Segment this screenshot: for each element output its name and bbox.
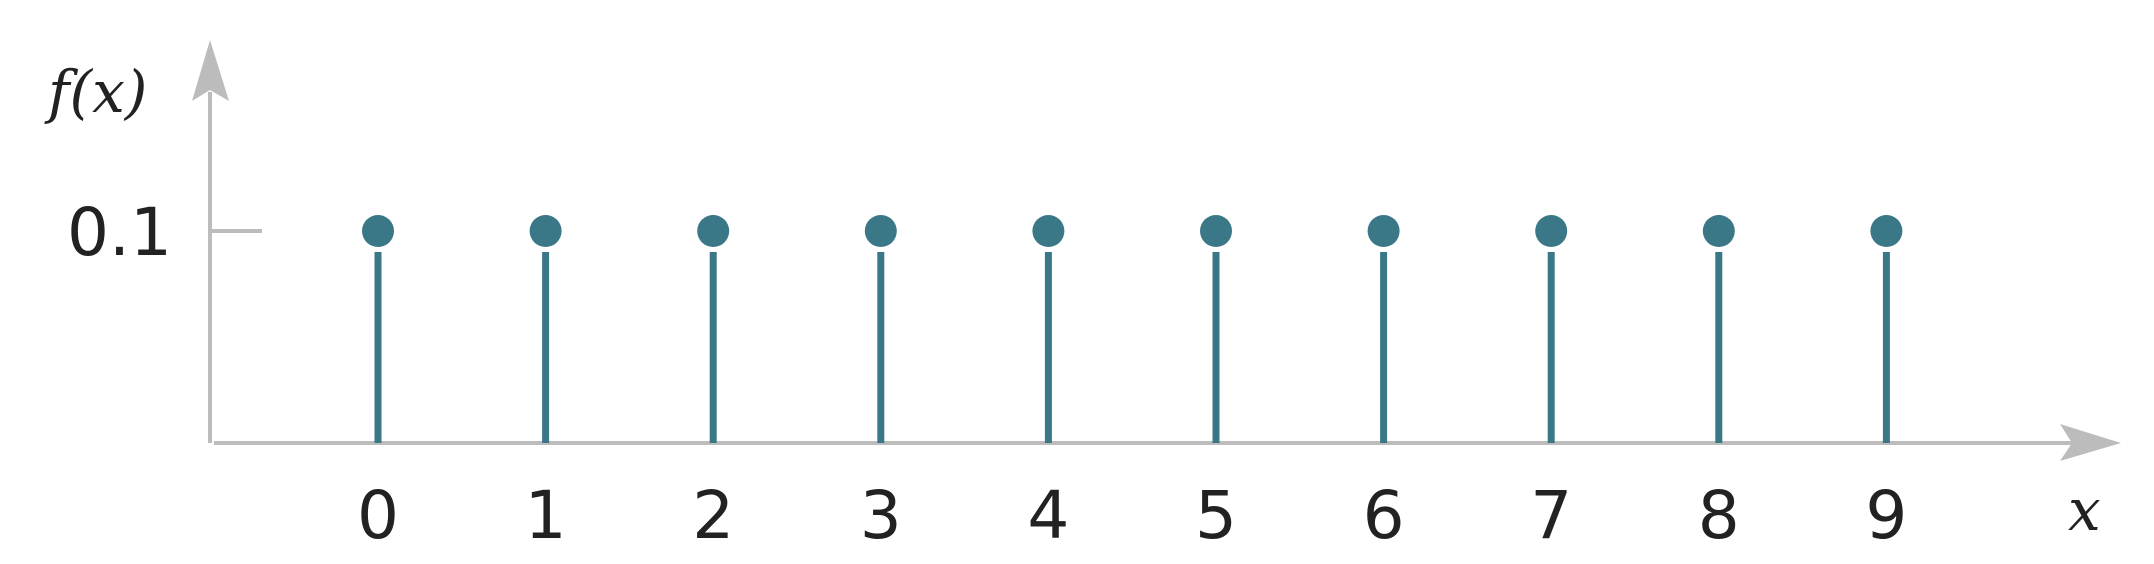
stem-marker (362, 215, 394, 247)
x-tick-label: 0 (357, 477, 399, 554)
x-tick-label: 3 (860, 477, 902, 554)
stem-marker (1535, 215, 1568, 247)
stem-marker (529, 215, 562, 247)
y-axis-title: f(x) (44, 58, 147, 126)
stem-marker (697, 215, 730, 247)
x-tick-label: 8 (1698, 477, 1740, 554)
x-tick-label: 2 (692, 477, 734, 554)
x-tick-label: 6 (1363, 477, 1405, 554)
x-tick-label: 1 (525, 477, 567, 554)
x-axis-arrowhead (2060, 424, 2121, 461)
x-tick-label: 7 (1530, 477, 1572, 554)
x-axis-title: x (2068, 476, 2101, 544)
x-tick-labels: 0 1 2 3 4 5 6 7 8 9 (357, 477, 1907, 554)
stem-marker (1702, 215, 1735, 247)
stem-marker (1032, 215, 1065, 247)
stem-marker (864, 215, 897, 247)
y-axis-arrowhead (192, 40, 229, 101)
stem-marker (1200, 215, 1232, 247)
stem-marker (1870, 215, 1903, 247)
axes: f(x) x (44, 40, 2121, 544)
y-ticks: 0.1 (67, 194, 262, 271)
x-tick-label: 5 (1195, 477, 1237, 554)
x-tick-label: 4 (1027, 477, 1069, 554)
stem-marks (362, 215, 1903, 443)
stem-marker (1367, 215, 1400, 247)
x-tick-label: 9 (1865, 477, 1907, 554)
y-tick-label: 0.1 (67, 194, 172, 271)
